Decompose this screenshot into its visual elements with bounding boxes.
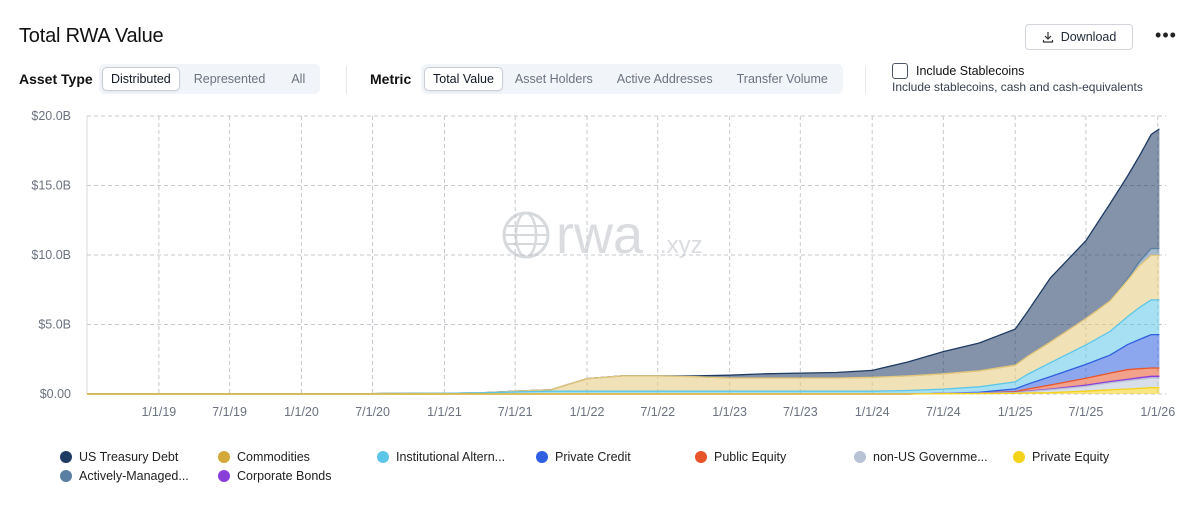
legend-item[interactable]: Actively-Managed...	[60, 469, 189, 483]
line-private-equity	[87, 387, 1160, 395]
y-tick-label: $5.0B	[38, 318, 71, 332]
legend-label: Actively-Managed...	[79, 469, 189, 483]
asset-type-label: Asset Type	[19, 71, 93, 87]
legend-swatch	[218, 470, 230, 482]
x-tick-label: 7/1/25	[1069, 405, 1104, 419]
stacked-area-chart: $0.00 $5.0B $10.0B $15.0B $20.0B 1/1/19 7/1/19…	[31, 109, 1175, 419]
metric-option-total-value[interactable]: Total Value	[424, 67, 503, 91]
legend-item[interactable]: Private Equity	[1013, 450, 1109, 464]
asset-type-option-distributed[interactable]: Distributed	[102, 67, 180, 91]
legend-swatch	[377, 451, 389, 463]
y-tick-label: $20.0B	[31, 109, 71, 123]
watermark-text: rwa	[556, 205, 644, 265]
legend-item[interactable]: non-US Governme...	[854, 450, 988, 464]
legend-swatch	[218, 451, 230, 463]
metric-option-asset-holders[interactable]: Asset Holders	[514, 72, 593, 86]
legend-item[interactable]: Public Equity	[695, 450, 786, 464]
legend-swatch	[60, 451, 72, 463]
include-stablecoins-label[interactable]: Include Stablecoins	[916, 64, 1025, 78]
download-icon	[1042, 32, 1053, 43]
legend-label: US Treasury Debt	[79, 450, 179, 464]
x-tick-label: 7/1/24	[926, 405, 961, 419]
watermark-logo	[502, 211, 550, 259]
x-tick-label: 1/1/22	[570, 405, 605, 419]
y-tick-label: $10.0B	[31, 248, 71, 262]
legend-label: Corporate Bonds	[237, 469, 332, 483]
include-stablecoins-checkbox[interactable]	[892, 63, 908, 79]
page-title: Total RWA Value	[19, 25, 164, 47]
asset-type-option-represented[interactable]: Represented	[193, 72, 266, 86]
area-private-equity	[87, 387, 1160, 394]
include-stablecoins-description: Include stablecoins, cash and cash-equiv…	[892, 80, 1143, 94]
legend-swatch	[536, 451, 548, 463]
metric-option-active-addresses[interactable]: Active Addresses	[616, 72, 713, 86]
legend-label: Public Equity	[714, 450, 787, 464]
metric-selector: Total Value Asset Holders Active Address…	[421, 64, 843, 94]
x-tick-label: 7/1/22	[640, 405, 675, 419]
download-button[interactable]: Download	[1025, 24, 1133, 50]
x-tick-label: 7/1/19	[212, 405, 247, 419]
asset-type-selector: Distributed Represented All	[99, 64, 321, 94]
divider	[346, 66, 347, 94]
legend-label: Private Equity	[1032, 450, 1110, 464]
line-institutional-alternative-funds	[87, 299, 1160, 395]
y-tick-label: $0.00	[40, 387, 71, 401]
legend-swatch	[1013, 451, 1025, 463]
legend-swatch	[695, 451, 707, 463]
legend-item[interactable]: Institutional Altern...	[377, 450, 505, 464]
legend-swatch	[60, 470, 72, 482]
x-tick-label: 7/1/20	[355, 405, 390, 419]
metric-option-transfer-volume[interactable]: Transfer Volume	[736, 72, 828, 86]
legend-item[interactable]: Commodities	[218, 450, 310, 464]
x-tick-label: 1/1/26	[1140, 405, 1175, 419]
x-tick-label: 1/1/21	[427, 405, 462, 419]
legend-swatch	[854, 451, 866, 463]
x-tick-label: 7/1/21	[498, 405, 533, 419]
legend-item[interactable]: Corporate Bonds	[218, 469, 332, 483]
y-tick-label: $15.0B	[31, 179, 71, 193]
download-label: Download	[1060, 30, 1117, 44]
legend-label: Commodities	[237, 450, 310, 464]
legend-label: Institutional Altern...	[396, 450, 506, 464]
x-tick-label: 1/1/24	[855, 405, 890, 419]
watermark-suffix: .xyz	[660, 232, 703, 259]
divider	[865, 66, 866, 94]
legend-item[interactable]: Private Credit	[536, 450, 631, 464]
x-tick-label: 1/1/20	[284, 405, 319, 419]
more-options-button[interactable]: •••	[1155, 25, 1177, 45]
x-tick-label: 1/1/19	[141, 405, 176, 419]
legend-label: non-US Governme...	[873, 450, 988, 464]
x-tick-label: 1/1/23	[712, 405, 747, 419]
legend-item[interactable]: US Treasury Debt	[60, 450, 178, 464]
metric-label: Metric	[370, 71, 412, 87]
asset-type-option-all[interactable]: All	[291, 72, 306, 86]
x-tick-label: 1/1/25	[998, 405, 1033, 419]
legend-label: Private Credit	[555, 450, 631, 464]
x-tick-label: 7/1/23	[783, 405, 818, 419]
